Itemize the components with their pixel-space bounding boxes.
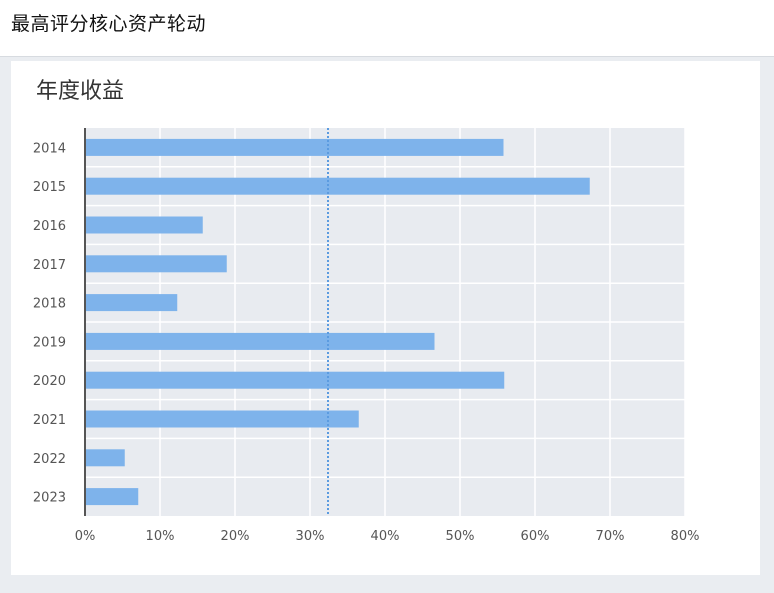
y-tick-label: 2020 [33,374,66,389]
y-tick-label: 2022 [33,452,66,467]
y-tick-label: 2014 [33,141,66,156]
y-tick-label: 2023 [33,491,66,506]
bar-2018[interactable] [85,294,178,312]
bar-2017[interactable] [85,255,227,273]
y-tick-label: 2018 [33,297,66,312]
x-tick-labels: 0% 10% 20% 30% 40% 50% 60% 70% 80% [75,529,700,544]
page-title: 最高评分核心资产轮动 [11,14,207,35]
x-tick-label: 50% [446,529,475,544]
bar-2019[interactable] [85,332,435,350]
y-tick-label: 2016 [33,219,66,234]
x-tick-label: 40% [371,529,400,544]
bar-2015[interactable] [85,177,590,195]
x-tick-label: 80% [671,529,700,544]
y-tick-labels: 2014 2015 2016 2017 2018 2019 2020 2021 2022 2023 [33,141,66,505]
x-tick-label: 30% [296,529,325,544]
bar-2021[interactable] [85,410,359,428]
x-tick-label: 10% [146,529,175,544]
x-tick-label: 0% [75,529,96,544]
chart-card: 年度收益 2014 2015 2016 2017 2018 2019 2020 2021 202… [11,61,760,575]
app-header: 最高评分核心资产轮动 [0,0,774,57]
x-tick-label: 60% [521,529,550,544]
y-tick-label: 2015 [33,180,66,195]
y-tick-label: 2019 [33,335,66,350]
chart-title: 年度收益 [36,78,125,103]
bar-2016[interactable] [85,216,203,234]
annual-return-bar-chart: 2014 2015 2016 2017 2018 2019 2020 2021 2022 2023… [33,128,700,544]
y-tick-label: 2017 [33,258,66,273]
bar-2014[interactable] [85,138,504,156]
x-tick-label: 20% [221,529,250,544]
bar-2020[interactable] [85,371,505,389]
bar-2023[interactable] [85,488,139,506]
x-tick-label: 70% [596,529,625,544]
bar-2022[interactable] [85,449,125,467]
bars [85,138,590,506]
y-tick-label: 2021 [33,413,66,428]
